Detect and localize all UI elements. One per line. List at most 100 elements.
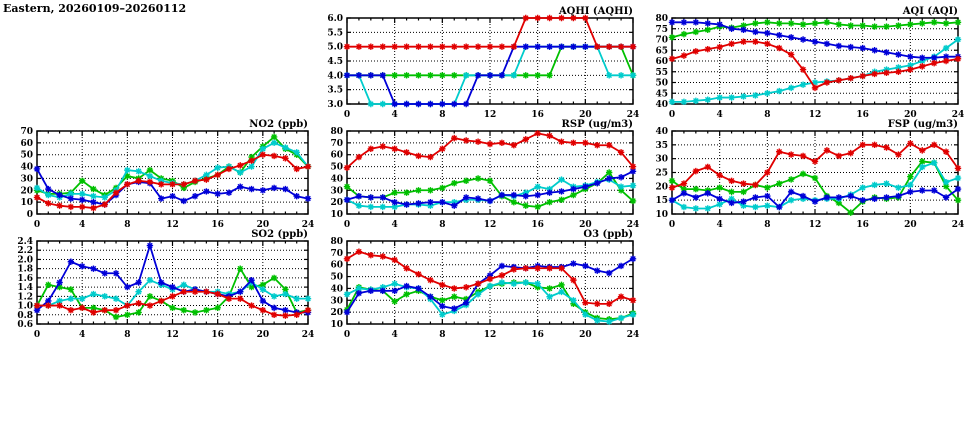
axis-text: 16 xyxy=(211,220,224,230)
chart-aqi-panel: 40 45 50 55 60 65 70 75 80 0 4 8 12 16 20 24 AQI (AQI) xyxy=(638,4,966,128)
axis-text: 50 xyxy=(20,151,33,161)
axis-text: 20 xyxy=(904,110,917,120)
axis-text: 16 xyxy=(856,220,869,230)
axis-text: 12 xyxy=(809,220,822,230)
axis-text: 0 xyxy=(34,220,40,230)
axis-text: 1.0 xyxy=(17,302,33,312)
axis-text: 40 xyxy=(655,100,668,110)
axis-text: 10 xyxy=(655,210,668,220)
axis-text: 4 xyxy=(717,220,723,230)
axis-text: 15 xyxy=(655,196,668,206)
aqi-blue-line xyxy=(668,19,962,61)
chart-no2-panel: 0 10 20 30 40 50 60 70 0 4 8 12 16 20 24 NO2 (ppb) xyxy=(3,117,316,238)
plot-border xyxy=(346,240,634,325)
axis-text: 1.2 xyxy=(17,292,33,302)
axis-text: 10 xyxy=(20,198,33,208)
o3-red-line xyxy=(343,248,637,308)
axis-text: 20 xyxy=(20,186,33,196)
axis-text: 60 xyxy=(655,57,668,67)
axis-text: 4 xyxy=(392,330,398,340)
axis-text: 4 xyxy=(392,220,398,230)
chart-title-aqhi: AQHI (AQHI) xyxy=(558,6,633,17)
axis-text: 20 xyxy=(257,220,270,230)
axis-text: 4 xyxy=(392,110,398,120)
axis-text: 4 xyxy=(79,330,85,340)
axis-text: 60 xyxy=(20,139,33,149)
axis-text: 20 xyxy=(257,330,270,340)
fsp-red-line xyxy=(668,140,962,191)
axis-text: 24 xyxy=(302,330,315,340)
axis-text: 20 xyxy=(330,198,343,208)
axis-text: 24 xyxy=(952,220,965,230)
so2-red-line xyxy=(33,288,312,319)
axis-text: 25 xyxy=(655,169,668,179)
axis-text: 2.0 xyxy=(17,255,33,265)
axis-labels: 3.0 3.5 4.0 4.5 5.0 5.5 6.0 0 4 8 12 16 20 24 xyxy=(327,14,639,120)
axis-text: 40 xyxy=(330,284,343,294)
axis-text: 70 xyxy=(20,127,33,137)
axis-text: 0.8 xyxy=(17,311,33,321)
axis-text: 60 xyxy=(330,151,343,161)
axis-text: 8 xyxy=(439,330,445,340)
gridlines xyxy=(347,18,633,104)
axis-text: 12 xyxy=(484,110,497,120)
axis-text: 8 xyxy=(124,220,130,230)
axis-text: 24 xyxy=(627,330,640,340)
axis-text: 40 xyxy=(20,163,33,173)
axis-text: 24 xyxy=(952,110,965,120)
axis-text: 0 xyxy=(669,220,675,230)
axis-text: 0 xyxy=(344,330,350,340)
chart-title-fsp: FSP (ug/m3) xyxy=(888,119,958,130)
aqhi-red-line xyxy=(343,14,637,50)
axis-text: 75 xyxy=(655,25,668,35)
axis-text: 12 xyxy=(484,330,497,340)
axis-text: 10 xyxy=(330,320,343,330)
gridlines xyxy=(347,241,633,324)
axis-text: 80 xyxy=(655,14,668,24)
chart-o3-panel: 10 20 30 40 50 60 70 80 0 4 8 12 16 20 24 O3 (ppb) xyxy=(313,227,641,348)
aqi-cyan-line xyxy=(668,36,962,106)
axis-text: 30 xyxy=(20,174,33,184)
fsp-blue-line xyxy=(668,185,962,211)
axis-text: 2.4 xyxy=(17,237,33,247)
axis-text: 30 xyxy=(330,186,343,196)
axis-text: 20 xyxy=(904,220,917,230)
aqi-green-line xyxy=(668,19,962,41)
axis-text: 24 xyxy=(302,220,315,230)
axis-text: 20 xyxy=(330,308,343,318)
axis-text: 12 xyxy=(166,220,179,230)
axis-text: 16 xyxy=(211,330,224,340)
gridlines xyxy=(672,18,958,104)
chart-title-aqi: AQI (AQI) xyxy=(902,6,958,17)
rsp-blue-line xyxy=(343,168,637,209)
axis-text: 20 xyxy=(579,220,592,230)
axis-text: 70 xyxy=(330,249,343,259)
axis-text: 0 xyxy=(34,330,40,340)
axis-text: 10 xyxy=(330,210,343,220)
axis-text: 35 xyxy=(655,141,668,151)
chart-title-no2: NO2 (ppb) xyxy=(249,119,308,130)
axis-text: 12 xyxy=(484,220,497,230)
plot-border xyxy=(36,130,309,215)
axis-text: 24 xyxy=(627,220,640,230)
chart-svg-fsp: 10 15 20 25 30 35 40 0 4 8 12 16 20 24 FSP (ug/m3) xyxy=(655,119,965,230)
plot-border xyxy=(36,240,309,325)
aqhi-blue-line xyxy=(343,43,637,108)
axis-text: 2.2 xyxy=(17,246,33,256)
axis-text: 50 xyxy=(330,273,343,283)
axis-text: 40 xyxy=(655,127,668,137)
axis-text: 70 xyxy=(330,139,343,149)
chart-title-o3: O3 (ppb) xyxy=(583,229,633,240)
axis-text: 16 xyxy=(856,110,869,120)
axis-text: 8 xyxy=(439,220,445,230)
axis-text: 4.0 xyxy=(327,71,343,81)
axis-text: 30 xyxy=(330,296,343,306)
chart-aqhi-panel: 3.0 3.5 4.0 4.5 5.0 5.5 6.0 0 4 8 12 16 20 24 AQHI (AQ… xyxy=(313,4,641,128)
axis-text: 1.6 xyxy=(17,274,33,284)
